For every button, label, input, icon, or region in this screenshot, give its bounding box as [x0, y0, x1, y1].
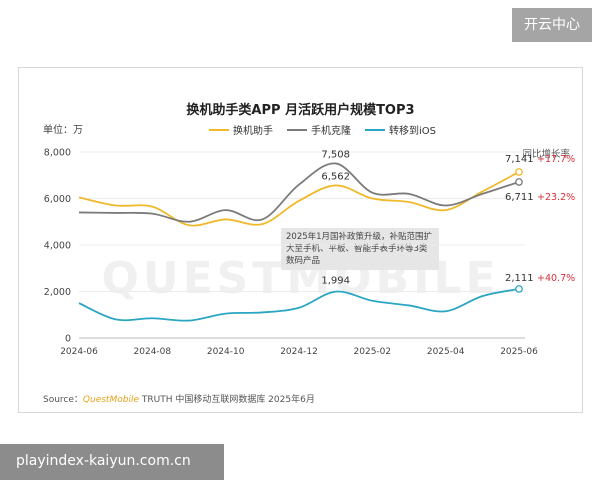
- source-prefix: Source：: [43, 395, 83, 405]
- end-marker-ios: [515, 285, 523, 293]
- unit-label: 单位：万: [43, 125, 83, 136]
- yoy-value-huanji: +17.7%: [537, 154, 575, 165]
- x-tick-label-1: 2024-08: [134, 347, 172, 357]
- x-tick-label-6: 2025-06: [500, 347, 538, 357]
- end-value-label-huanji: 7,141: [505, 154, 534, 165]
- legend-swatch-ios: [365, 128, 385, 131]
- series-line-huanji: [78, 171, 520, 227]
- chart-title: 换机助手类APP 月活跃用户规模TOP3: [186, 103, 415, 118]
- x-tick-label-5: 2025-04: [427, 347, 465, 357]
- y-tick-label-3: 6,000: [44, 194, 71, 205]
- series-line-ios: [78, 288, 520, 322]
- legend-swatch-huanji: [209, 128, 229, 131]
- series-line-kelong: [78, 162, 520, 223]
- legend: 换机助手 手机克隆 转移到iOS: [209, 122, 436, 137]
- y-tick-label-4: 8,000: [44, 148, 71, 159]
- x-tick-label-0: 2024-06: [60, 347, 98, 357]
- y-tick-label-0: 0: [65, 334, 71, 345]
- legend-label-huanji: 换机助手: [233, 126, 273, 137]
- peak-label-kelong: 7,508: [321, 149, 350, 160]
- y-tick-label-1: 2,000: [44, 287, 71, 298]
- policy-annotation: 2025年1月国补政策升级，补贴范围扩大至手机、平板、智能手表手环等3类数码产品: [281, 228, 439, 270]
- end-value-label-ios: 2,111: [505, 273, 534, 284]
- source-brand: QuestMobile: [82, 395, 139, 405]
- x-tick-label-2: 2024-10: [207, 347, 245, 357]
- legend-label-ios: 转移到iOS: [389, 126, 436, 137]
- legend-item-huanji: 换机助手: [209, 122, 273, 137]
- yoy-value-ios: +40.7%: [537, 273, 575, 284]
- end-value-label-kelong: 6,711: [505, 192, 534, 203]
- peak-label-huanji: 6,562: [321, 171, 350, 182]
- x-tick-label-4: 2025-02: [354, 347, 392, 357]
- peak-label-ios: 1,994: [321, 276, 350, 287]
- source-rest: TRUTH 中国移动互联网数据库 2025年6月: [139, 395, 315, 405]
- yoy-header: 同比增长率: [522, 149, 570, 160]
- end-marker-kelong: [515, 178, 523, 186]
- corner-brand-tag: 开云中心: [512, 8, 592, 42]
- x-tick-label-3: 2024-12: [280, 347, 318, 357]
- legend-item-ios: 转移到iOS: [365, 122, 436, 137]
- end-marker-huanji: [515, 168, 523, 176]
- legend-label-kelong: 手机克隆: [311, 126, 351, 137]
- legend-swatch-kelong: [287, 128, 307, 131]
- y-tick-label-2: 4,000: [44, 241, 71, 252]
- line-plot: 0 2,000 4,000 6,000 8,000 2024-06 2024-08 2024-…: [44, 148, 575, 358]
- site-url: playindex-kaiyun.com.cn: [16, 453, 191, 469]
- chart-card: QUESTMOBILE 换机助手类APP 月活跃用户规模TOP3 单位：万 换机…: [18, 67, 583, 413]
- source-line: Source：QuestMobile TRUTH 中国移动互联网数据库 2025…: [43, 392, 315, 405]
- legend-item-kelong: 手机克隆: [287, 122, 351, 137]
- yoy-value-kelong: +23.2%: [537, 192, 575, 203]
- url-strip: playindex-kaiyun.com.cn: [0, 444, 224, 480]
